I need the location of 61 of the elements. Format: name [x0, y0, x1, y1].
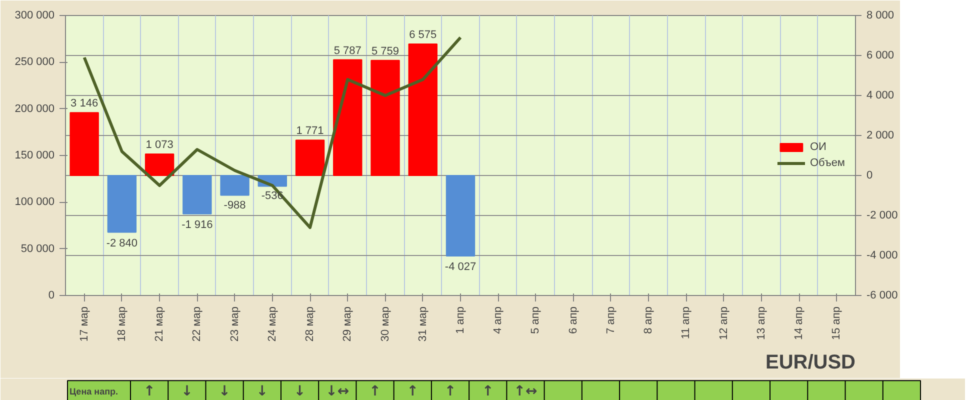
- legend-label: ОИ: [810, 141, 828, 153]
- x-tick-label: 14 апр: [793, 306, 806, 340]
- text: ↑: [143, 384, 156, 400]
- y2-tick-label: 0: [866, 170, 873, 182]
- text: ↓: [181, 384, 193, 400]
- text: ↓: [218, 384, 230, 400]
- legend-label: Объем: [810, 157, 845, 169]
- text: ↑: [406, 384, 419, 400]
- x-tick-label: 18 мар: [116, 306, 128, 342]
- y-tick-label: 250 000: [14, 56, 55, 68]
- y2-tick-label: 8 000: [866, 10, 894, 22]
- x-tick-label: 29 мар: [342, 306, 354, 342]
- x-tick-label: 30 мар: [379, 306, 392, 342]
- y2-tick-label: 2 000: [866, 130, 894, 142]
- y2-tick-label: -2 000: [866, 210, 898, 222]
- data-label: 3 146: [70, 98, 98, 110]
- x-tick-label: 23 мар: [228, 306, 241, 342]
- x-tick-label: 21 мар: [154, 306, 166, 342]
- data-label: -4 027: [444, 261, 476, 274]
- text: ↓: [256, 384, 268, 400]
- data-label: -2 840: [106, 237, 138, 250]
- data-label: 1 771: [296, 125, 324, 138]
- y2-tick-label: -6 000: [866, 290, 898, 302]
- x-tick-label: 5 апр: [530, 306, 542, 334]
- y-tick-label: 150 000: [14, 150, 55, 162]
- text: ↑: [482, 384, 494, 400]
- text: ↑↔: [514, 384, 538, 400]
- x-tick-label: 28 мар: [304, 306, 316, 342]
- y-tick-label: 0: [48, 290, 55, 302]
- x-tick-label: 8 апр: [642, 306, 655, 334]
- data-label: 6 575: [409, 29, 437, 41]
- data-label: 1 073: [146, 139, 174, 152]
- text: Цена напр.: [70, 386, 118, 396]
- text: ↑: [369, 384, 381, 400]
- x-tick-label: 15 апр: [830, 306, 843, 340]
- data-label: 5 759: [372, 45, 400, 58]
- x-tick-label: 11 апр: [680, 306, 692, 340]
- data-label: 5 787: [334, 44, 362, 57]
- x-tick-label: 1 апр: [454, 306, 466, 334]
- y2-tick-label: 4 000: [866, 90, 894, 102]
- text: ↓↔: [326, 384, 350, 400]
- x-tick-label: 17 мар: [78, 306, 90, 342]
- x-tick-label: 24 мар: [266, 306, 278, 342]
- text: EUR/USD: [765, 352, 856, 374]
- data-label: -1 916: [182, 218, 213, 231]
- y-tick-label: 100 000: [14, 196, 55, 208]
- text: ↓: [294, 384, 306, 400]
- x-tick-label: 31 мар: [416, 306, 429, 342]
- text: ↑: [444, 384, 456, 400]
- y-tick-label: 50 000: [20, 242, 55, 255]
- x-tick-label: 13 апр: [755, 306, 768, 340]
- x-tick-label: 6 апр: [567, 306, 580, 334]
- data-label: -988: [224, 199, 246, 212]
- y2-tick-label: -4 000: [866, 250, 898, 262]
- y2-tick-label: 6 000: [866, 50, 894, 62]
- y-tick-label: 300 000: [14, 10, 55, 22]
- x-tick-label: 4 апр: [492, 306, 504, 334]
- x-tick-label: 7 апр: [604, 306, 617, 334]
- y-tick-label: 200 000: [14, 102, 55, 115]
- x-tick-label: 12 апр: [718, 306, 730, 340]
- x-tick-label: 22 мар: [191, 306, 204, 342]
